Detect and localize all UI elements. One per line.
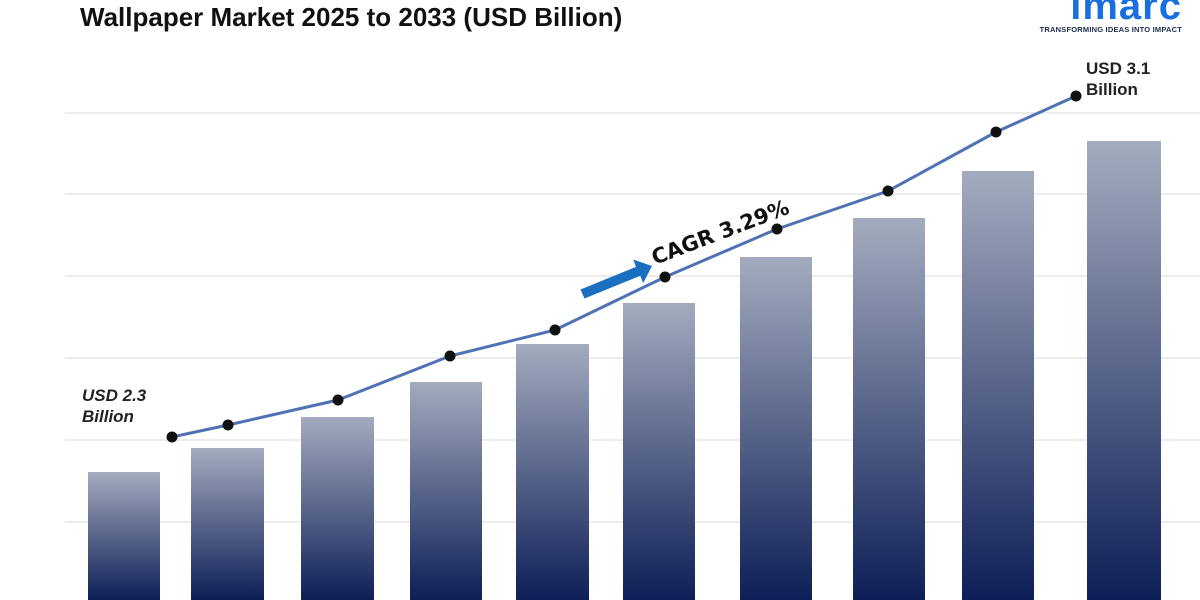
start-value-label-line2: Billion <box>82 407 134 426</box>
bars <box>88 141 1161 600</box>
bar-10 <box>1087 141 1161 600</box>
bar-7 <box>740 257 812 600</box>
trend-point-8 <box>882 185 894 197</box>
trend-point-1 <box>166 431 178 443</box>
brand-logo: imarc TRANSFORMING IDEAS INTO IMPACT <box>1025 0 1190 40</box>
trend-point-9 <box>990 126 1002 138</box>
cagr-arrow-icon <box>580 259 652 299</box>
trend-point-7 <box>771 223 783 235</box>
trend-point-6 <box>659 271 671 283</box>
trend-point-3 <box>332 394 344 406</box>
bar-1 <box>88 472 160 600</box>
trend-point-10 <box>1070 90 1082 102</box>
brand-tagline: TRANSFORMING IDEAS INTO IMPACT <box>1039 25 1182 34</box>
bar-5 <box>516 344 589 600</box>
chart-title: Wallpaper Market 2025 to 2033 (USD Billi… <box>80 2 623 32</box>
trend-point-4 <box>444 350 456 362</box>
trend-point-5 <box>549 324 561 336</box>
bar-4 <box>410 382 482 600</box>
cagr-arrow-group <box>580 259 652 299</box>
bar-2 <box>191 448 264 600</box>
bar-3 <box>301 417 374 600</box>
start-value-label-line1: USD 2.3 <box>82 386 147 405</box>
end-value-label-line2: Billion <box>1086 80 1138 99</box>
brand-wordmark: imarc <box>1070 0 1182 28</box>
trend-point-2 <box>222 419 234 431</box>
bar-9 <box>962 171 1034 600</box>
bar-6 <box>623 303 695 600</box>
trend-line <box>171 94 1077 439</box>
end-value-label-line1: USD 3.1 <box>1086 59 1150 78</box>
bar-8 <box>853 218 925 600</box>
trend-line-group <box>166 90 1082 443</box>
